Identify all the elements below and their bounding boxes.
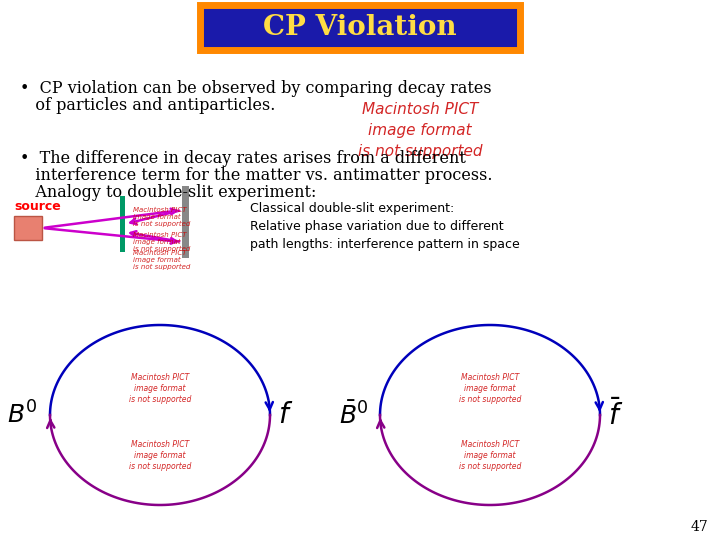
Text: Macintosh PICT
image format
is not supported: Macintosh PICT image format is not suppo… [358,102,482,159]
Text: 47: 47 [690,520,708,534]
Text: of particles and antiparticles.: of particles and antiparticles. [20,97,275,114]
Bar [14,216,42,240]
Text: Macintosh PICT
image format
is not supported: Macintosh PICT image format is not suppo… [459,440,521,471]
Text: Macintosh PICT
image format
is not supported: Macintosh PICT image format is not suppo… [459,373,521,404]
Text: Macintosh PICT
image format
is not supported: Macintosh PICT image format is not suppo… [129,440,192,471]
Text: Classical double-slit experiment:
Relative phase variation due to different
path: Classical double-slit experiment: Relati… [250,202,520,251]
Text: $\bar{B}^0$: $\bar{B}^0$ [338,401,368,429]
Text: $f$: $f$ [278,401,293,429]
Text: interference term for the matter vs. antimatter process.: interference term for the matter vs. ant… [20,167,492,184]
Text: Macintosh PICT
image format
is not supported: Macintosh PICT image format is not suppo… [133,232,190,252]
Text: •  CP violation can be observed by comparing decay rates: • CP violation can be observed by compar… [20,80,492,97]
Text: Macintosh PICT
image format
is not supported: Macintosh PICT image format is not suppo… [133,250,190,270]
FancyBboxPatch shape [200,5,520,50]
Bar [182,186,189,258]
Text: •  The difference in decay rates arises from a different: • The difference in decay rates arises f… [20,150,466,167]
Text: CP Violation: CP Violation [264,14,456,41]
Bar [120,196,125,252]
Text: $\bar{f}$: $\bar{f}$ [608,399,624,431]
Text: source: source [14,200,60,213]
Text: Macintosh PICT
image format
is not supported: Macintosh PICT image format is not suppo… [133,207,190,227]
Text: $B^0$: $B^0$ [7,401,38,429]
Text: Macintosh PICT
image format
is not supported: Macintosh PICT image format is not suppo… [129,373,192,404]
Text: Analogy to double-slit experiment:: Analogy to double-slit experiment: [20,184,316,201]
